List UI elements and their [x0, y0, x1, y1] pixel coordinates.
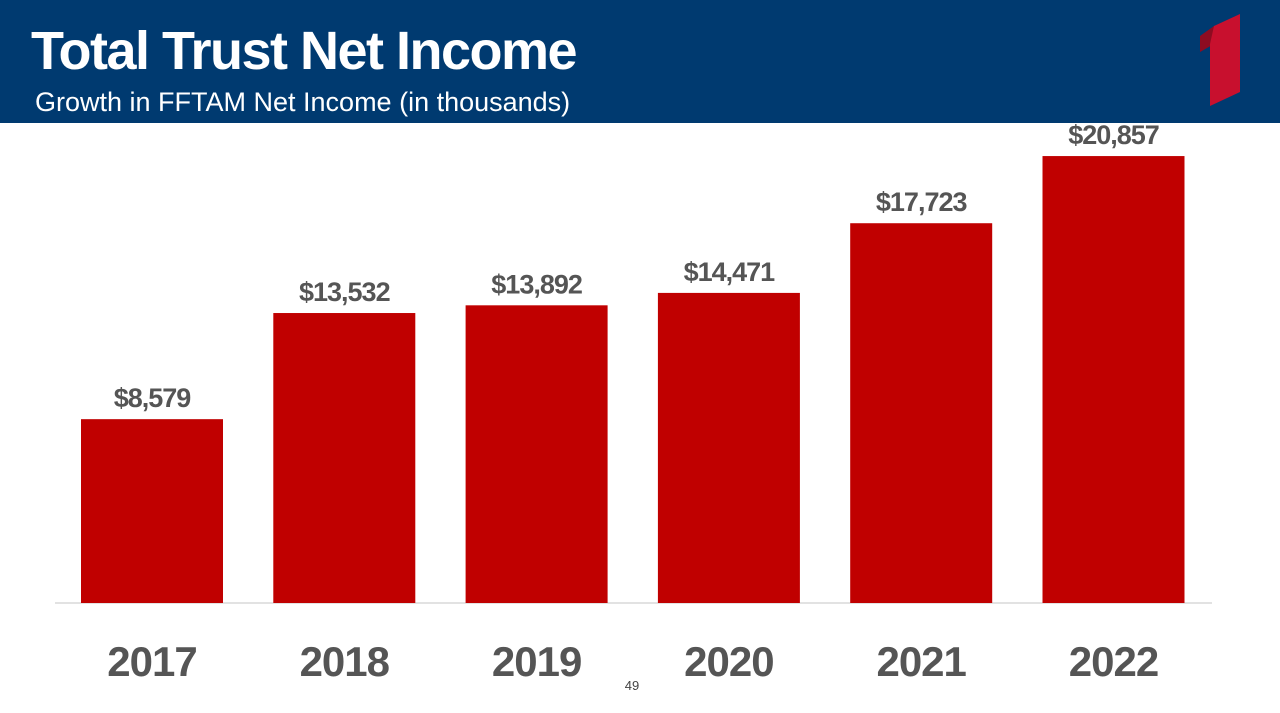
net-income-bar-chart: $8,579 2017 $13,532 2018 $13,892 2019 $14,471 2…: [55, 123, 1212, 683]
data-label-2017: $8,579: [114, 383, 192, 413]
bar-2018: [273, 313, 416, 603]
x-tick-label-2022: 2022: [1069, 638, 1158, 683]
data-label-2021: $17,723: [876, 187, 968, 217]
bar-2019: [465, 305, 608, 603]
x-tick-label-2019: 2019: [492, 638, 581, 683]
header-band: Total Trust Net Income Growth in FFTAM N…: [0, 0, 1280, 123]
data-label-2022: $20,857: [1068, 123, 1159, 150]
page-number: 49: [624, 678, 640, 693]
page-subtitle: Growth in FFTAM Net Income (in thousands…: [35, 87, 571, 117]
x-tick-label-2017: 2017: [107, 638, 196, 683]
bar-2021: [850, 223, 993, 603]
brand-one-mark-icon: [1200, 14, 1240, 106]
data-label-2020: $14,471: [684, 257, 776, 287]
x-tick-label-2018: 2018: [300, 638, 390, 683]
x-tick-label-2020: 2020: [684, 638, 773, 683]
bar-2017: [81, 419, 223, 603]
page-title: Total Trust Net Income: [31, 21, 578, 81]
data-label-2018: $13,532: [299, 277, 390, 307]
bar-2020: [657, 292, 800, 603]
x-tick-label-2021: 2021: [876, 638, 966, 683]
data-label-2019: $13,892: [491, 269, 582, 299]
bar-2022: [1042, 156, 1185, 604]
